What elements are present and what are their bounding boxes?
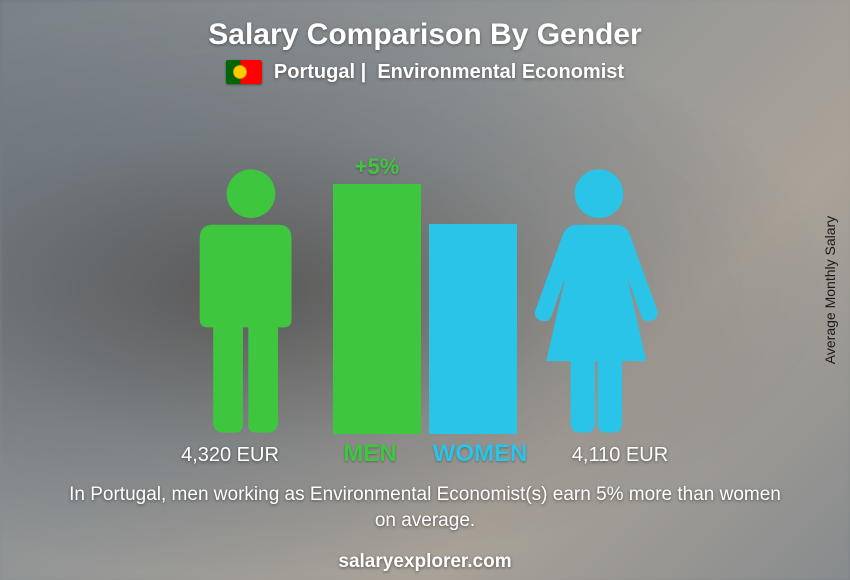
- description-text: In Portugal, men working as Environmenta…: [65, 482, 785, 533]
- infographic-container: Salary Comparison By Gender Portugal | E…: [0, 0, 850, 580]
- men-pct-label: +5%: [355, 154, 400, 180]
- subtitle-sep: |: [361, 61, 367, 83]
- subtitle-role: Environmental Economist: [377, 61, 624, 83]
- subtitle-country: Portugal: [274, 61, 355, 83]
- y-axis-label: Average Monthly Salary: [822, 216, 838, 364]
- men-icon-col: [181, 164, 321, 434]
- men-bar: [333, 184, 421, 434]
- women-salary: 4,110 EUR: [535, 444, 705, 467]
- women-icon-col: [529, 164, 669, 434]
- men-salary: 4,320 EUR: [145, 444, 315, 467]
- main-title: Salary Comparison By Gender: [208, 18, 641, 52]
- women-bar-col: [429, 224, 517, 434]
- men-bar-col: +5%: [333, 154, 421, 434]
- footer-link: salaryexplorer.com: [338, 551, 511, 573]
- subtitle-row: Portugal | Environmental Economist: [226, 60, 624, 84]
- women-label: WOMEN: [425, 440, 535, 468]
- chart-area: +5%: [75, 94, 775, 434]
- men-label: MEN: [315, 440, 425, 468]
- male-person-icon: [181, 164, 321, 434]
- label-row: 4,320 EUR MEN WOMEN 4,110 EUR: [75, 440, 775, 468]
- portugal-flag-icon: [226, 60, 262, 84]
- women-bar: [429, 224, 517, 434]
- subtitle-text: Portugal | Environmental Economist: [274, 61, 624, 84]
- female-person-icon: [529, 164, 669, 434]
